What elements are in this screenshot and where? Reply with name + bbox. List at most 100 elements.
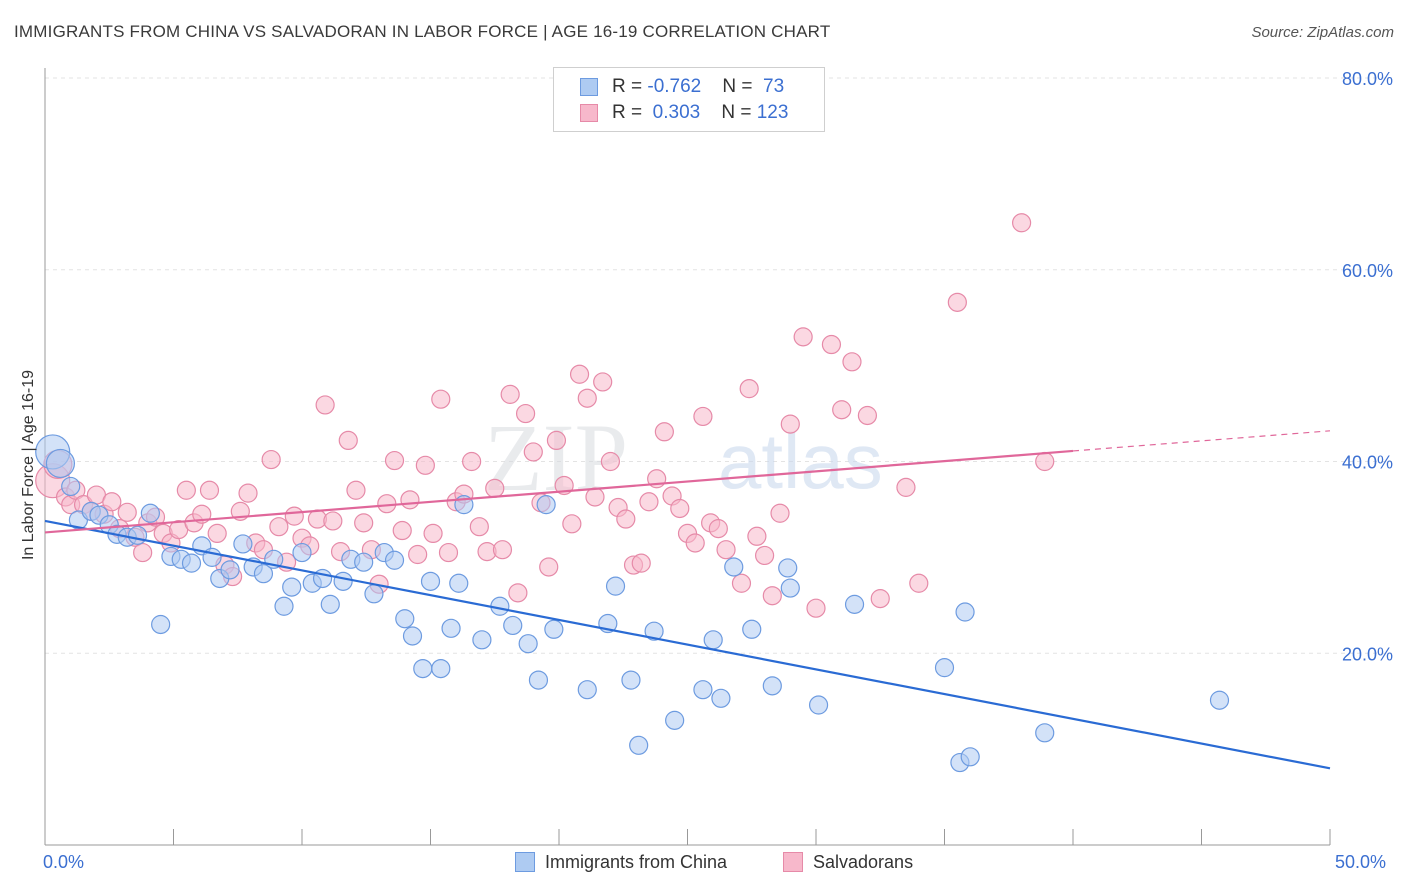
salvadoran-point	[780, 414, 800, 434]
china-point	[934, 658, 955, 678]
salvadoran-point	[346, 480, 366, 500]
salvadoran-point	[754, 545, 775, 566]
china-point	[364, 584, 384, 604]
salvadoran-point	[539, 557, 559, 577]
china-point	[151, 614, 171, 635]
salvadoran-point	[747, 526, 767, 546]
salvadoran-point	[423, 523, 443, 544]
salvadoran-point	[731, 573, 752, 593]
y-tick-label: 80.0%	[1342, 69, 1393, 89]
salvadoran-point	[739, 379, 759, 399]
salvadoran-point	[685, 533, 705, 553]
china-point	[220, 560, 240, 580]
salvadoran-point	[176, 480, 196, 500]
salvadoran-point	[354, 513, 374, 533]
china-legend-swatch	[515, 852, 535, 872]
salvadoran-point	[670, 498, 690, 519]
china-point	[253, 564, 274, 584]
salvadoran-point	[857, 405, 878, 426]
y-axis-label: In Labor Force | Age 16-19	[20, 369, 37, 561]
china-point	[1209, 690, 1230, 710]
salvadoran-point	[821, 334, 842, 355]
salvadoran-point	[315, 395, 335, 415]
salvadoran-point	[500, 384, 520, 404]
salvadoran-point	[462, 451, 482, 472]
salvadoran-point	[716, 540, 736, 560]
watermark: ZIP atlas	[484, 404, 883, 511]
china-point	[808, 695, 829, 715]
n-value-salvadorans: 123	[756, 102, 789, 123]
salvadoran-point	[377, 494, 397, 514]
salvadoran-point	[400, 490, 420, 510]
salvadoran-point	[207, 523, 227, 544]
salvadoran-point	[793, 327, 813, 347]
salvadoran-point	[870, 589, 890, 609]
n-value-china: 73	[763, 76, 785, 97]
salvadoran-point	[639, 492, 659, 512]
china-point	[127, 525, 148, 545]
salvadoran-point	[1011, 213, 1032, 233]
china-point	[413, 658, 433, 679]
salvadoran-point	[415, 455, 435, 475]
china-point	[420, 571, 441, 591]
china-point	[536, 495, 556, 515]
x-tick-label-max: 50.0%	[1335, 852, 1387, 872]
china-point	[703, 630, 723, 650]
salvadoran-point	[947, 292, 967, 312]
china-point	[518, 634, 538, 654]
watermark-atlas: atlas	[718, 417, 883, 505]
china-point	[140, 503, 160, 523]
salvadoran-point	[770, 503, 790, 523]
china-point	[711, 688, 731, 708]
salvadoran-legend-swatch	[783, 852, 803, 872]
salvadoran-point	[338, 430, 358, 451]
china-point	[544, 619, 564, 639]
salvadoran-point	[269, 517, 289, 537]
salvadoran-point	[238, 483, 258, 503]
china-point	[274, 596, 294, 616]
stats-text-salvadorans: R = 0.303 N = 123	[612, 102, 788, 124]
china-point	[762, 676, 782, 696]
salvadoran-point	[569, 364, 590, 384]
china-point	[503, 615, 523, 636]
china-point	[577, 680, 597, 700]
r-label: R =	[612, 76, 648, 97]
china-point	[693, 680, 713, 700]
china-point	[1035, 723, 1055, 743]
legend-label-salvadorans: Salvadorans	[813, 852, 914, 872]
chart-title: IMMIGRANTS FROM CHINA VS SALVADORAN IN L…	[14, 22, 831, 41]
china-point	[780, 578, 800, 598]
china-point	[665, 710, 685, 730]
legend-item-china[interactable]: Immigrants from China	[515, 852, 727, 873]
salvadoran-point	[523, 442, 543, 462]
salvadoran-point	[492, 540, 513, 560]
china-point	[644, 621, 664, 641]
salvadoran-point	[842, 352, 862, 372]
china-point	[629, 735, 649, 755]
r-value-salvadorans: 0.303	[652, 102, 701, 123]
n-label: N =	[722, 76, 758, 97]
salvadoran-trend-line	[44, 449, 1074, 534]
source-label: Source: ZipAtlas.com	[1251, 24, 1394, 41]
stats-text-china: R = -0.762 N = 73	[612, 76, 784, 98]
salvadoran-point	[199, 480, 220, 500]
china-point	[354, 552, 374, 572]
salvadoran-point	[708, 519, 728, 539]
salvadoran-point	[806, 598, 826, 618]
legend-item-salvadorans[interactable]: Salvadorans	[783, 852, 913, 873]
china-point	[528, 670, 549, 690]
salvadoran-point	[323, 511, 343, 531]
salvadoran-point	[654, 422, 674, 442]
y-tick-label: 40.0%	[1342, 453, 1393, 473]
stats-legend: R = -0.762 N = 73 R = 0.303 N = 123	[553, 67, 825, 132]
china-trend-line	[44, 519, 1331, 770]
china-point	[233, 534, 253, 554]
china-point	[320, 594, 340, 614]
salvadoran-point	[485, 478, 505, 498]
salvadoran-point	[384, 450, 405, 471]
series-china	[35, 434, 1230, 773]
salvadoran-point	[469, 517, 489, 537]
salvadoran-point	[562, 514, 582, 534]
china-point	[960, 747, 980, 767]
